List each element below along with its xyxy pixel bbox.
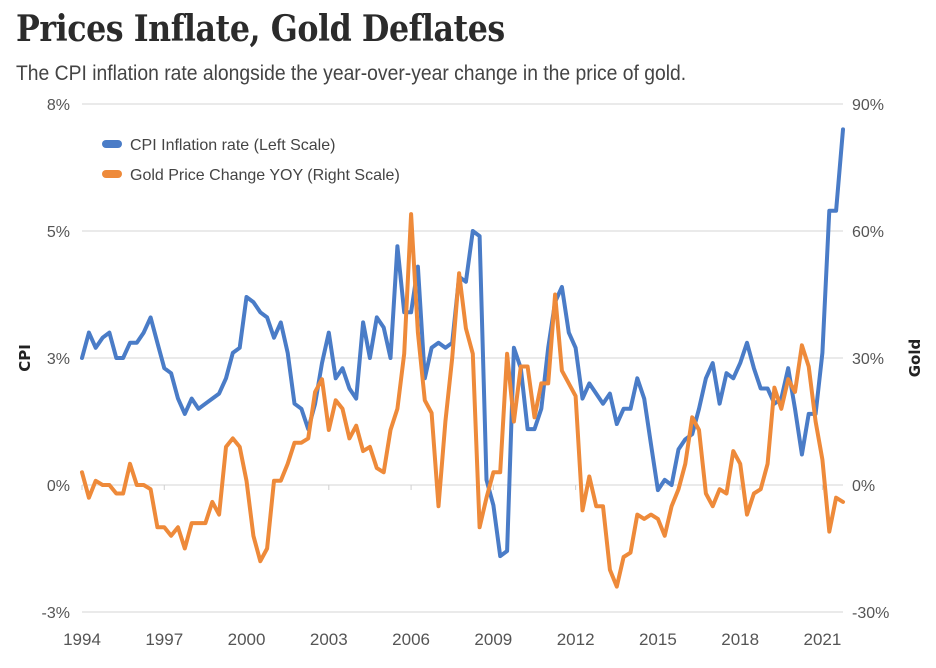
left-tick-label: 0% xyxy=(47,478,70,495)
left-axis-title: CPI xyxy=(16,344,34,372)
left-tick-label: 8% xyxy=(47,97,70,114)
x-tick-label: 2003 xyxy=(310,630,348,649)
legend-label-gold: Gold Price Change YOY (Right Scale) xyxy=(130,167,400,184)
right-axis-ticks: 90% 60% 30% 0% -30% xyxy=(852,97,889,622)
chart-title: Prices Inflate, Gold Deflates xyxy=(16,8,505,50)
right-tick-label: 0% xyxy=(852,478,875,495)
legend-label-cpi: CPI Inflation rate (Left Scale) xyxy=(130,137,335,154)
right-axis-title: Gold xyxy=(906,339,924,378)
left-tick-label: -3% xyxy=(42,605,70,622)
x-tick-label: 2015 xyxy=(639,630,677,649)
legend-swatch-gold xyxy=(102,170,122,178)
right-tick-label: 30% xyxy=(852,351,884,368)
x-tick-label: 2012 xyxy=(557,630,595,649)
right-tick-label: 90% xyxy=(852,97,884,114)
left-axis-ticks: 8% 5% 3% 0% -3% xyxy=(42,97,70,622)
chart-subtitle: The CPI inflation rate alongside the yea… xyxy=(16,62,687,85)
x-tick-label: 2018 xyxy=(721,630,759,649)
right-tick-label: -30% xyxy=(852,605,889,622)
right-tick-label: 60% xyxy=(852,224,884,241)
legend-swatch-cpi xyxy=(102,140,122,148)
x-tick-label: 2000 xyxy=(228,630,266,649)
x-tick-label: 2009 xyxy=(474,630,512,649)
gridlines xyxy=(82,103,843,613)
x-tick-label: 2021 xyxy=(804,630,842,649)
x-tick-label: 2006 xyxy=(392,630,430,649)
x-tick-label: 1997 xyxy=(145,630,183,649)
x-axis-ticks: 1994 1997 2000 2003 2006 2009 2012 2015 2018 2021 xyxy=(63,485,841,649)
cpi-series-line xyxy=(80,127,845,559)
legend: CPI Inflation rate (Left Scale) Gold Pri… xyxy=(102,137,400,184)
series-lines xyxy=(80,127,845,589)
left-tick-label: 5% xyxy=(47,224,70,241)
left-tick-label: 3% xyxy=(47,351,70,368)
gold-series-line xyxy=(80,212,845,589)
x-tick-label: 1994 xyxy=(63,630,101,649)
